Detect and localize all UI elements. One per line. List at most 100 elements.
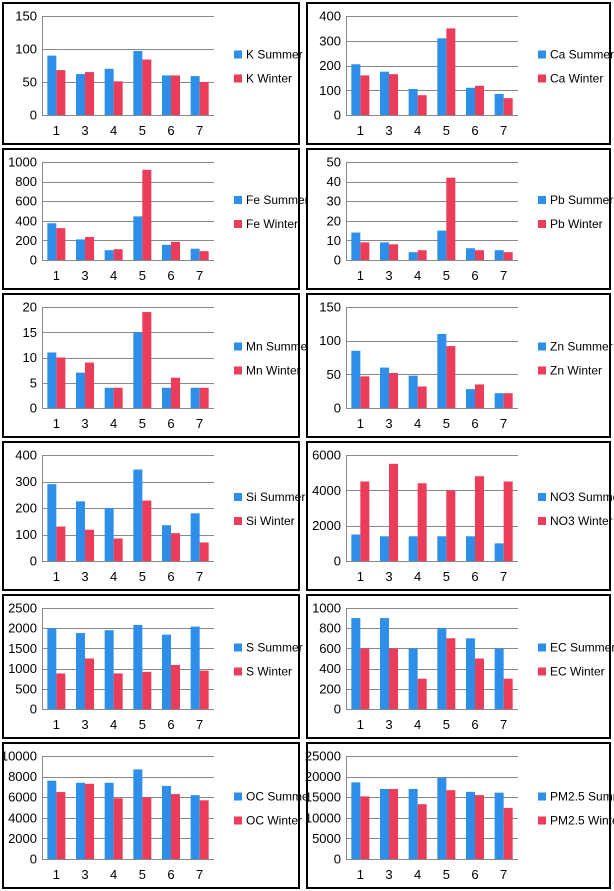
x-tick-label: 7 xyxy=(196,717,203,732)
x-tick-label: 7 xyxy=(500,268,507,283)
bar-winter-7 xyxy=(199,82,209,115)
chart-panel-4: 0 5 10 15 20 1 3 4 5 6 7 Mn Summer Mn Winter xyxy=(2,293,311,438)
x-tick-label: 1 xyxy=(357,867,364,882)
bar-winter-7 xyxy=(503,252,513,260)
x-tick-label: 5 xyxy=(139,867,146,882)
bar-winter-4 xyxy=(417,95,427,115)
y-tick-label: 0 xyxy=(334,852,341,867)
y-tick-label: 10 xyxy=(23,350,37,365)
y-tick-label: 50 xyxy=(23,75,37,90)
bar-summer-7 xyxy=(494,648,504,709)
y-tick-label: 100 xyxy=(15,527,37,542)
x-tick-label: 4 xyxy=(110,268,117,283)
y-tick-label: 10 xyxy=(327,233,341,248)
bar-winter-1 xyxy=(56,792,66,859)
bar-summer-1 xyxy=(47,55,57,115)
bar-winter-1 xyxy=(56,673,66,709)
chart-svg: 0 50 100 150 1 3 4 5 6 7 K Summer K Winter xyxy=(15,9,302,139)
x-tick-label: 6 xyxy=(167,717,174,732)
chart-panel-3: 0 10 20 30 40 50 1 3 4 5 6 7 Pb Summer Pb Winter xyxy=(306,148,613,290)
bar-summer-6 xyxy=(162,634,171,709)
x-tick-label: 6 xyxy=(471,569,478,584)
y-tick-label: 800 xyxy=(319,621,341,636)
bar-summer-1 xyxy=(47,352,57,408)
bar-winter-7 xyxy=(503,393,513,408)
bar-summer-3 xyxy=(76,239,85,260)
chart-panel-6: 0 100 200 300 400 1 3 4 5 6 7 Si Summer Si Winter xyxy=(2,441,305,591)
chart-svg: 0 500 1000 1500 2000 2500 1 3 4 5 6 7 S Summer S Wint… xyxy=(8,601,303,733)
bar-summer-6 xyxy=(162,75,171,115)
legend-swatch xyxy=(538,667,546,676)
bar-summer-6 xyxy=(162,785,171,859)
bar-winter-5 xyxy=(142,169,152,260)
y-tick-label: 25000 xyxy=(305,749,341,764)
y-tick-label: 400 xyxy=(15,448,37,463)
x-tick-label: 5 xyxy=(443,867,450,882)
chart-panel-0: 0 50 100 150 1 3 4 5 6 7 K Summer K Winter xyxy=(2,2,303,145)
chart-panel-1: 0 100 200 300 400 1 3 4 5 6 7 Ca Summer Ca Winter xyxy=(306,2,614,145)
bar-summer-6 xyxy=(466,536,475,561)
x-tick-label: 6 xyxy=(167,569,174,584)
x-tick-label: 4 xyxy=(414,717,421,732)
bar-winter-7 xyxy=(503,98,513,115)
bar-winter-7 xyxy=(199,542,209,561)
y-tick-label: 5 xyxy=(30,375,37,390)
bar-summer-5 xyxy=(437,536,447,561)
x-tick-label: 4 xyxy=(414,123,421,138)
x-tick-label: 7 xyxy=(500,123,507,138)
legend-label: Si Summer xyxy=(246,490,305,504)
bar-winter-7 xyxy=(503,678,513,709)
legend-label: NO3 Summer xyxy=(550,490,614,504)
y-tick-label: 0 xyxy=(334,554,341,569)
y-tick-label: 50 xyxy=(327,367,341,382)
x-tick-label: 1 xyxy=(357,123,364,138)
bar-winter-7 xyxy=(199,251,209,260)
x-tick-label: 7 xyxy=(196,569,203,584)
bar-winter-3 xyxy=(85,362,94,408)
legend-swatch xyxy=(234,50,242,59)
bar-summer-4 xyxy=(104,387,114,408)
legend-swatch xyxy=(538,196,546,204)
bar-summer-3 xyxy=(76,501,85,561)
bar-summer-6 xyxy=(466,87,475,115)
x-tick-label: 6 xyxy=(471,123,478,138)
bar-winter-1 xyxy=(360,481,370,561)
y-tick-label: 1500 xyxy=(8,641,37,656)
legend-label: Fe Winter xyxy=(246,217,298,231)
x-tick-label: 1 xyxy=(357,717,364,732)
x-tick-label: 4 xyxy=(110,867,117,882)
legend-swatch xyxy=(234,792,242,801)
bar-winter-5 xyxy=(446,177,456,260)
bar-summer-6 xyxy=(162,387,171,408)
bar-winter-4 xyxy=(417,483,427,561)
x-tick-label: 1 xyxy=(357,416,364,431)
bar-winter-4 xyxy=(113,249,123,260)
bar-winter-4 xyxy=(417,678,427,709)
chart-svg: 0 2000 4000 6000 1 3 4 5 6 7 NO3 Summer NO3 Winter xyxy=(312,448,614,585)
y-tick-label: 2500 xyxy=(8,601,37,616)
x-tick-label: 1 xyxy=(53,569,60,584)
bar-summer-7 xyxy=(190,626,200,709)
legend-label: PM2.5 Winter xyxy=(550,814,614,828)
bar-summer-4 xyxy=(408,252,418,260)
legend-label: EC Summer xyxy=(550,641,614,655)
y-tick-label: 400 xyxy=(319,9,341,24)
bar-summer-7 xyxy=(494,250,504,260)
x-tick-label: 4 xyxy=(110,717,117,732)
chart-svg: 0 5000 10000 15000 20000 25000 1 3 4 5 6 7 PM2.5 Sum… xyxy=(305,749,614,883)
bar-winter-6 xyxy=(171,533,180,561)
y-tick-label: 4000 xyxy=(312,483,341,498)
bar-winter-1 xyxy=(56,70,66,115)
legend-swatch xyxy=(538,50,546,59)
legend-swatch xyxy=(538,792,546,801)
bar-summer-7 xyxy=(190,387,200,408)
x-tick-label: 6 xyxy=(471,867,478,882)
bar-summer-3 xyxy=(380,242,389,260)
bar-summer-4 xyxy=(408,788,418,859)
bar-summer-5 xyxy=(133,332,143,408)
bar-winter-5 xyxy=(142,59,152,115)
legend-swatch xyxy=(234,493,242,501)
y-tick-label: 800 xyxy=(15,174,37,189)
legend-label: S Summer xyxy=(246,641,303,655)
bar-summer-4 xyxy=(104,782,114,859)
